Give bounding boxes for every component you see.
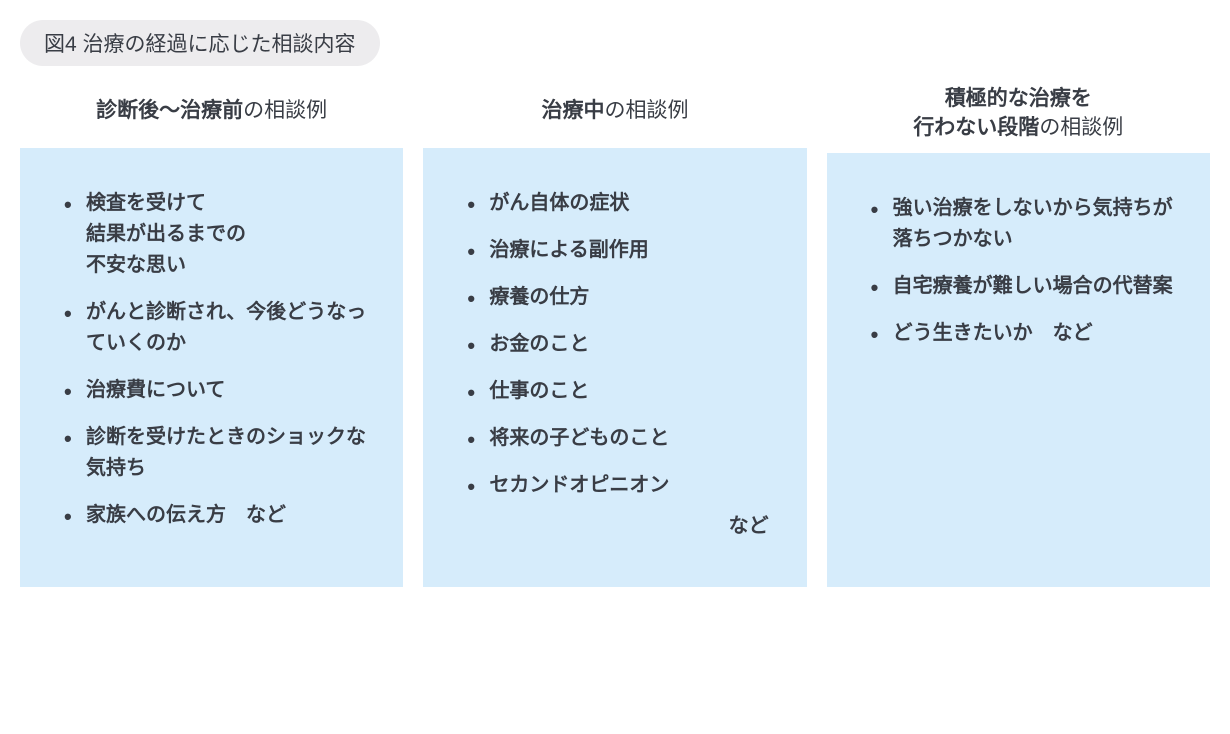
column-2-header: 治療中の相談例 [423, 84, 806, 148]
list-item: 将来の子どものこと [463, 423, 776, 454]
list-item: 治療費について [60, 375, 373, 406]
list-item: どう生きたいか など [867, 318, 1180, 349]
list-item: 強い治療をしないから気持ちが落ちつかない [867, 193, 1180, 255]
figure-title: 図4 治療の経過に応じた相談内容 [20, 20, 380, 66]
columns-container: 診断後〜治療前の相談例 検査を受けて結果が出るまでの不安な思い がんと診断され、… [20, 84, 1210, 587]
column-1-list: 検査を受けて結果が出るまでの不安な思い がんと診断され、今後どうなっていくのか … [60, 188, 373, 531]
column-3: 積極的な治療を行わない段階の相談例 強い治療をしないから気持ちが落ちつかない 自… [827, 84, 1210, 587]
column-1-header-bold: 診断後〜治療前 [96, 99, 243, 122]
column-3-header: 積極的な治療を行わない段階の相談例 [827, 84, 1210, 153]
list-item: がんと診断され、今後どうなっていくのか [60, 297, 373, 359]
list-item: がん自体の症状 [463, 188, 776, 219]
column-2: 治療中の相談例 がん自体の症状 治療による副作用 療養の仕方 お金のこと 仕事の… [423, 84, 806, 587]
list-item: 診断を受けたときのショックな気持ち [60, 422, 373, 484]
column-3-header-normal: の相談例 [1039, 116, 1123, 139]
column-1: 診断後〜治療前の相談例 検査を受けて結果が出るまでの不安な思い がんと診断され、… [20, 84, 403, 587]
list-item: 自宅療養が難しい場合の代替案 [867, 271, 1180, 302]
column-2-list: がん自体の症状 治療による副作用 療養の仕方 お金のこと 仕事のこと 将来の子ど… [463, 188, 776, 501]
column-2-header-bold: 治療中 [541, 99, 604, 122]
column-3-panel: 強い治療をしないから気持ちが落ちつかない 自宅療養が難しい場合の代替案 どう生き… [827, 153, 1210, 587]
list-item: セカンドオピニオン [463, 470, 776, 501]
column-2-header-normal: の相談例 [604, 99, 688, 122]
column-1-header: 診断後〜治療前の相談例 [20, 84, 403, 148]
list-item: 仕事のこと [463, 376, 776, 407]
column-3-list: 強い治療をしないから気持ちが落ちつかない 自宅療養が難しい場合の代替案 どう生き… [867, 193, 1180, 349]
column-2-panel: がん自体の症状 治療による副作用 療養の仕方 お金のこと 仕事のこと 将来の子ど… [423, 148, 806, 587]
list-item: お金のこと [463, 329, 776, 360]
column-1-header-normal: の相談例 [243, 99, 327, 122]
column-2-trailing: など [463, 509, 776, 538]
list-item: 治療による副作用 [463, 235, 776, 266]
list-item: 療養の仕方 [463, 282, 776, 313]
list-item: 家族への伝え方 など [60, 500, 373, 531]
list-item: 検査を受けて結果が出るまでの不安な思い [60, 188, 373, 281]
column-1-panel: 検査を受けて結果が出るまでの不安な思い がんと診断され、今後どうなっていくのか … [20, 148, 403, 587]
